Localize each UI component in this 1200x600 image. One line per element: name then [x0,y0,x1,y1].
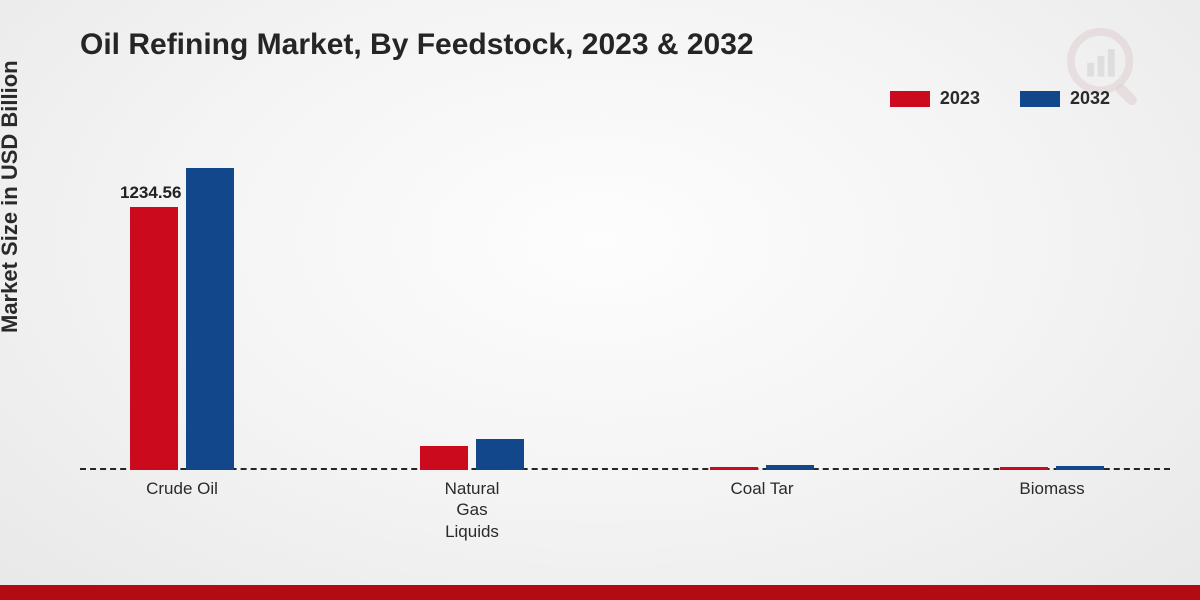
bar-value-label: 1234.56 [120,183,181,203]
bar-2032 [186,168,234,470]
bar-2032 [766,465,814,470]
category-label: Crude Oil [112,478,252,499]
footer-accent-bar [0,585,1200,600]
bar-2032 [476,439,524,470]
legend-label-2023: 2023 [940,88,980,109]
category-label: Coal Tar [692,478,832,499]
chart-title: Oil Refining Market, By Feedstock, 2023 … [80,28,754,62]
legend-swatch-2023 [890,91,930,107]
legend: 2023 2032 [890,88,1110,109]
legend-item-2032: 2032 [1020,88,1110,109]
bar-2023 [420,446,468,470]
legend-label-2032: 2032 [1070,88,1110,109]
y-axis-label: Market Size in USD Billion [0,60,23,333]
category-label: NaturalGasLiquids [402,478,542,542]
legend-item-2023: 2023 [890,88,980,109]
plot-area: 1234.56Crude OilNaturalGasLiquidsCoal Ta… [80,140,1170,470]
legend-swatch-2032 [1020,91,1060,107]
category-label: Biomass [982,478,1122,499]
bar-2032 [1056,466,1104,470]
bar-2023 [710,467,758,470]
bar-2023 [1000,467,1048,470]
bar-2023 [130,207,178,470]
